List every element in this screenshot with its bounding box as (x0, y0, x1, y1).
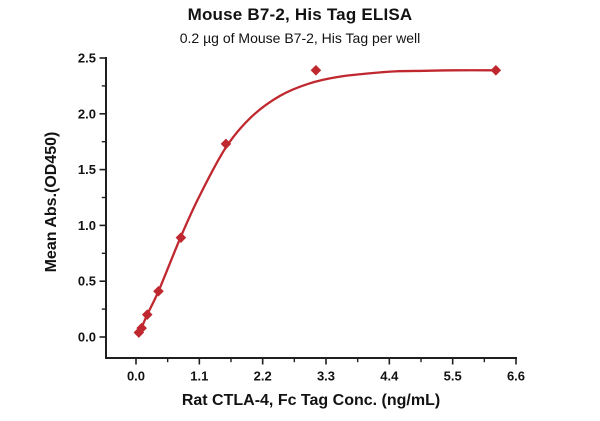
data-point-diamond (310, 64, 322, 76)
y-tick-label: 0.5 (78, 274, 96, 289)
x-tick-label: 4.4 (380, 369, 399, 384)
x-tick-label: 1.1 (190, 369, 208, 384)
data-point-diamond (133, 327, 145, 338)
y-tick-label: 1.5 (78, 162, 96, 177)
chart-title: Mouse B7-2, His Tag ELISA (187, 5, 413, 24)
data-point-diamond (490, 64, 502, 76)
y-tick-label: 2.0 (78, 106, 96, 121)
x-tick-label: 2.2 (254, 369, 272, 384)
data-point-diamond (136, 322, 147, 334)
y-tick-label: 1.0 (78, 218, 96, 233)
data-point-diamond (141, 309, 153, 320)
x-axis-title: Rat CTLA-4, Fc Tag Conc. (ng/mL) (181, 392, 441, 409)
x-tick-label: 0.0 (127, 369, 145, 384)
x-tick-label: 3.3 (317, 369, 335, 384)
data-point-diamond (175, 232, 187, 243)
x-tick-label: 5.5 (444, 369, 462, 384)
data-point-diamond (153, 285, 164, 297)
chart-subtitle: 0.2 µg of Mouse B7-2, His Tag per well (179, 30, 421, 46)
fit-curve (137, 69, 498, 334)
y-tick-label: 2.5 (78, 51, 96, 66)
axis-spines (105, 57, 517, 359)
data-point-diamond (220, 138, 232, 150)
y-tick-label: 0.0 (78, 330, 96, 345)
x-tick-label: 6.6 (507, 369, 525, 384)
